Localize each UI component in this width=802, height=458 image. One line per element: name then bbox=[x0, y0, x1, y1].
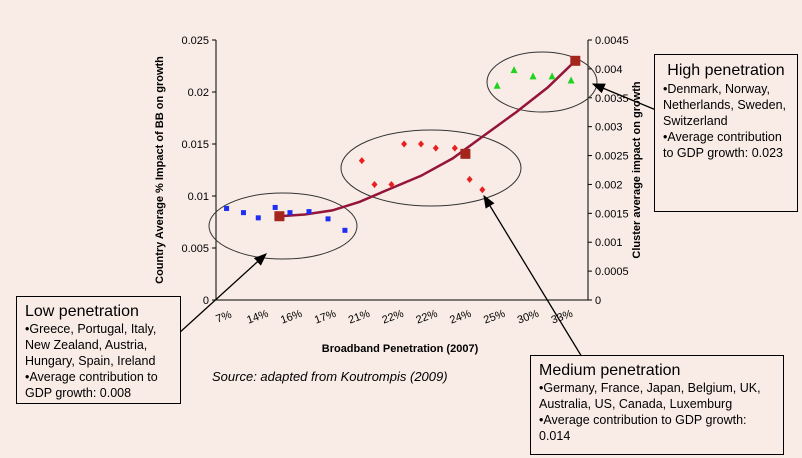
y2-tick-label: 0.001 bbox=[595, 237, 623, 249]
callout-high-contribution: •Average contribution to GDP growth: 0.0… bbox=[663, 130, 783, 160]
point-medium bbox=[358, 157, 365, 165]
callout-arrows bbox=[177, 83, 657, 363]
y-tick-label: 0.02 bbox=[188, 87, 209, 99]
point-high bbox=[548, 72, 556, 80]
y-axis-title: Country Average % Impact of BB on growth bbox=[154, 56, 166, 284]
x-axis-title: Broadband Penetration (2007) bbox=[322, 343, 479, 355]
x-tick-label: 16% bbox=[279, 308, 304, 327]
x-tick-label: 14% bbox=[245, 308, 270, 327]
point-low bbox=[272, 204, 278, 210]
point-low bbox=[325, 216, 331, 222]
point-medium bbox=[388, 181, 395, 189]
x-tick-label: 22% bbox=[381, 308, 406, 327]
callout-high-penetration: High penetration •Denmark, Norway, Nethe… bbox=[654, 54, 798, 212]
ellipse-medium bbox=[340, 129, 522, 207]
x-tick-label: 7% bbox=[214, 309, 233, 326]
arrow-medium bbox=[483, 194, 586, 363]
y2-tick-label: 0.004 bbox=[595, 64, 623, 76]
callout-high-countries: •Denmark, Norway, Netherlands, Sweden, S… bbox=[663, 82, 786, 128]
x-tick-label: 21% bbox=[347, 308, 372, 327]
y2-tick-label: 0.0035 bbox=[595, 93, 629, 105]
x-tick-label: 30% bbox=[516, 308, 541, 327]
point-low bbox=[306, 209, 312, 215]
point-high bbox=[567, 76, 575, 84]
point-low bbox=[255, 215, 261, 221]
x-tick-label: 24% bbox=[448, 308, 473, 327]
point-medium bbox=[418, 140, 425, 148]
source-note: Source: adapted from Koutrompis (2009) bbox=[212, 369, 448, 384]
y2-tick-label: 0.0005 bbox=[595, 266, 629, 278]
point-medium bbox=[466, 175, 473, 183]
point-medium bbox=[401, 140, 408, 148]
point-low bbox=[224, 205, 230, 211]
point-high bbox=[510, 66, 518, 74]
y2-tick-label: 0 bbox=[595, 295, 601, 307]
point-low bbox=[287, 210, 293, 216]
callout-medium-contribution: •Average contribution to GDP growth: 0.0… bbox=[539, 413, 747, 443]
callout-low-countries: •Greece, Portugal, Italy, New Zealand, A… bbox=[25, 322, 157, 368]
point-cluster-average bbox=[570, 55, 581, 66]
point-medium bbox=[479, 186, 486, 194]
y-tick-label: 0.01 bbox=[188, 191, 209, 203]
point-cluster-average bbox=[460, 148, 471, 159]
point-high bbox=[529, 72, 537, 80]
callout-low-title: Low penetration bbox=[25, 303, 139, 320]
x-tick-label: 25% bbox=[482, 308, 507, 327]
callout-medium-penetration: Medium penetration •Germany, France, Jap… bbox=[530, 355, 784, 455]
x-tick-label: 17% bbox=[313, 308, 338, 327]
data-points bbox=[224, 55, 581, 233]
y2-tick-label: 0.0015 bbox=[595, 208, 629, 220]
ellipse-high bbox=[486, 51, 598, 113]
callout-medium-countries: •Germany, France, Japan, Belgium, UK, Au… bbox=[539, 381, 761, 411]
callout-medium-title: Medium penetration bbox=[539, 362, 681, 379]
point-cluster-average bbox=[274, 211, 285, 222]
point-medium bbox=[451, 144, 458, 152]
x-tick-label: 22% bbox=[414, 308, 439, 327]
y2-tick-label: 0.002 bbox=[595, 179, 623, 191]
y2-tick-label: 0.003 bbox=[595, 122, 623, 134]
point-high bbox=[493, 81, 501, 89]
y-tick-label: 0.015 bbox=[181, 139, 209, 151]
cluster-ellipses bbox=[208, 51, 598, 260]
arrow-high bbox=[591, 83, 657, 111]
y2-tick-label: 0.0025 bbox=[595, 151, 629, 163]
callout-low-penetration: Low penetration •Greece, Portugal, Italy… bbox=[16, 296, 181, 404]
y-tick-label: 0.005 bbox=[181, 243, 209, 255]
callout-high-title: High penetration bbox=[667, 62, 785, 79]
ellipse-low bbox=[208, 192, 358, 260]
arrow-low bbox=[177, 253, 267, 335]
y-tick-label: 0 bbox=[203, 295, 209, 307]
axes: 0 0.005 0.01 0.015 0.02 0.025 0 0.0005 0.001 0.00… bbox=[181, 35, 628, 327]
y2-tick-label: 0.0045 bbox=[595, 35, 629, 47]
y-tick-label: 0.025 bbox=[181, 35, 209, 47]
point-low bbox=[240, 210, 246, 216]
point-medium bbox=[432, 144, 439, 152]
point-medium bbox=[371, 181, 378, 189]
callout-low-contribution: •Average contribution to GDP growth: 0.0… bbox=[25, 370, 158, 400]
trend-line bbox=[279, 59, 577, 218]
y2-axis-title: Cluster average impact on growth bbox=[631, 81, 643, 259]
point-low bbox=[342, 227, 348, 233]
trend-line-path bbox=[279, 59, 577, 218]
